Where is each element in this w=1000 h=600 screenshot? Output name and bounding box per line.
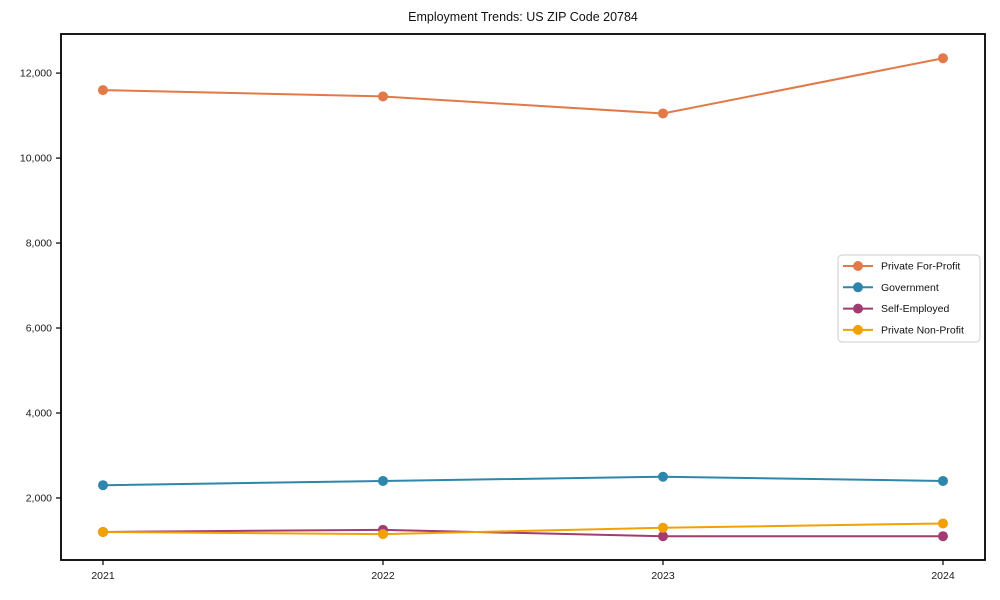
data-point-private-non-profit-2021 [98,526,108,537]
data-point-private-for-profit-2024 [938,53,948,64]
plot-border [60,33,986,561]
legend-label-government: Government [881,282,939,294]
x-tick-label: 2021 [91,570,115,582]
legend-marker-self-employed [853,303,863,314]
x-tick-label: 2024 [931,570,955,582]
data-point-private-for-profit-2021 [98,85,108,96]
data-point-government-2024 [938,475,948,486]
series-line-private-for-profit [102,57,944,115]
y-tick-label: 12,000 [20,68,52,80]
y-tick-label: 8,000 [26,238,52,250]
y-tick-label: 10,000 [20,153,52,165]
y-tick-label: 4,000 [26,407,52,419]
legend-box [837,254,981,343]
legend-label-private-for-profit: Private For-Profit [881,261,960,273]
data-point-private-non-profit-2022 [378,529,388,540]
y-tick-label: 2,000 [26,492,52,504]
data-point-private-for-profit-2023 [658,108,668,119]
chart-title: Employment Trends: US ZIP Code 20784 [408,10,638,24]
x-tick-label: 2023 [651,570,675,582]
data-point-self-employed-2023 [658,531,668,542]
legend-label-private-non-profit: Private Non-Profit [881,324,964,336]
legend-label-self-employed: Self-Employed [881,303,949,315]
data-point-private-non-profit-2024 [938,518,948,529]
data-point-government-2021 [98,480,108,491]
x-tick-label: 2022 [371,570,395,582]
data-point-private-for-profit-2022 [378,91,388,102]
series-line-self-employed [102,528,943,538]
y-tick-label: 6,000 [26,323,52,335]
legend-marker-government [853,282,863,293]
series-line-private-non-profit [102,522,944,536]
legend-marker-private-non-profit [853,324,863,335]
data-point-government-2022 [378,475,388,486]
series-line-government [102,475,944,487]
legend-marker-private-for-profit [853,261,863,271]
data-point-private-non-profit-2023 [658,522,668,533]
data-point-self-employed-2024 [938,531,948,542]
data-point-government-2023 [658,471,668,482]
